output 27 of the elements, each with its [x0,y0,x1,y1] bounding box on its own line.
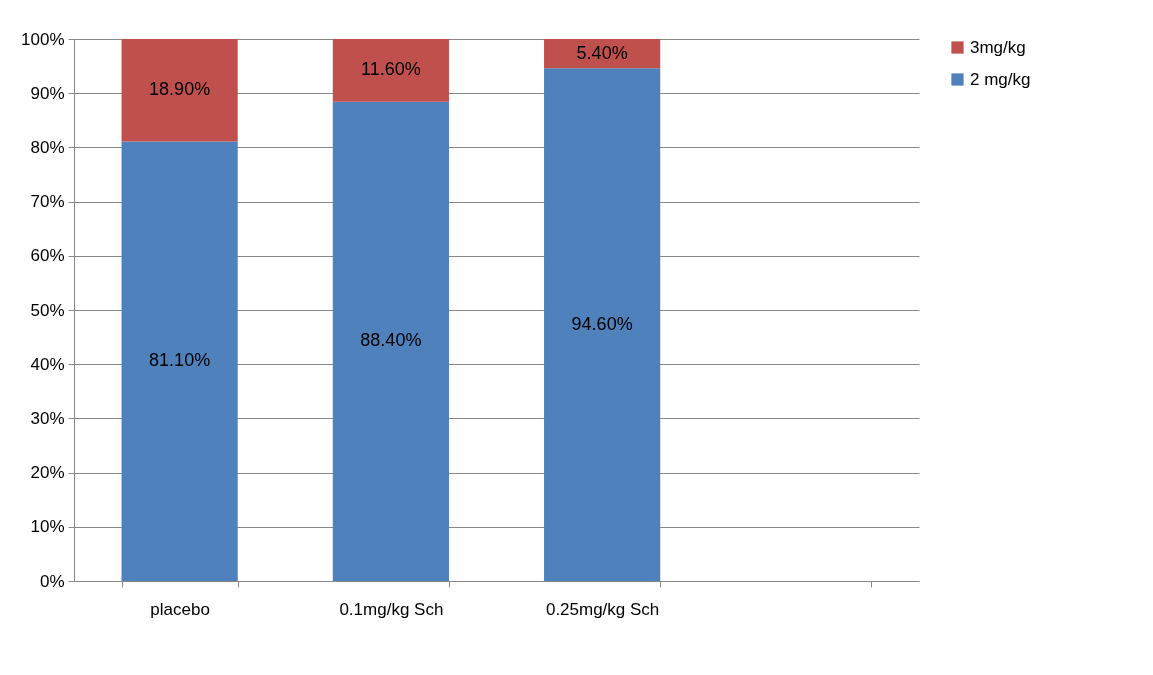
data-label: 18.90% [149,79,211,100]
y-tick-label: 10% [30,517,65,537]
x-tick-label: placebo [150,599,210,619]
y-tick-label: 30% [30,408,65,428]
x-tick-label: 0.1mg/kg Sch [339,599,444,619]
bar [332,101,449,581]
data-label: 11.60% [361,59,421,80]
bar [332,39,449,102]
bar [121,141,238,581]
y-tick-label: 70% [30,192,65,212]
y-tick-label: 20% [30,463,65,483]
bar [544,68,661,581]
y-tick-label: 50% [30,300,65,320]
y-tick-label: 90% [30,83,65,103]
y-tick-label: 0% [39,571,65,591]
data-label: 94.60% [571,313,633,334]
data-label: 88.40% [360,330,422,351]
data-label: 5.40% [576,42,628,63]
y-tick-label: 100% [21,29,65,49]
y-tick-label: 40% [30,354,65,374]
data-label: 81.10% [149,350,211,371]
y-tick-label: 60% [30,246,65,266]
x-tick-label: 0.25mg/kg Sch [545,599,660,619]
legend-label: 3mg/kg [970,37,1026,57]
bar [121,39,238,142]
y-tick-label: 80% [30,137,65,157]
legend-label: 2 mg/kg [970,69,1031,89]
